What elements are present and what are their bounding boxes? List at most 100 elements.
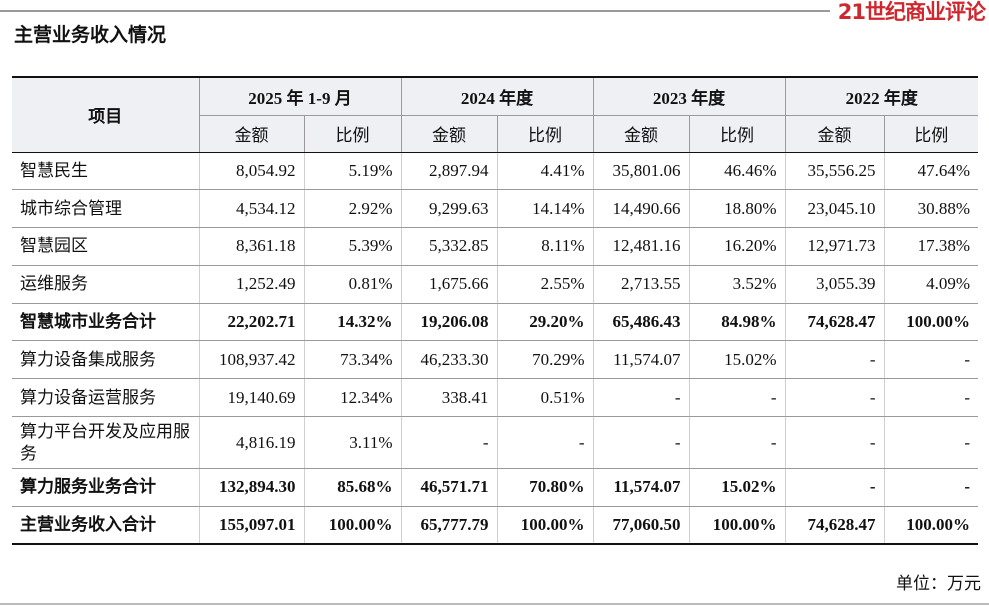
cell: 12,481.16 — [592, 227, 690, 266]
cell: 14.14% — [496, 189, 594, 229]
cell: 2.55% — [496, 265, 594, 304]
cell: 8,361.18 — [198, 227, 304, 266]
cell: 1,252.49 — [198, 265, 304, 304]
cell: 0.51% — [496, 378, 594, 418]
table-row: 城市综合管理 4,534.12 2.92% 9,299.63 14.14% 14,490.… — [12, 189, 979, 229]
cell: 73.34% — [303, 340, 402, 380]
cell: 14.32% — [303, 303, 402, 342]
table-head: 项目 2025 年 1-9 月 2024 年度 2023 年度 2022 年度 金额比… — [12, 77, 979, 153]
title: 主营业务收入情况 — [14, 24, 167, 46]
cell: 47.64% — [883, 152, 979, 191]
cell: - — [592, 378, 690, 418]
cell: 338.41 — [400, 378, 498, 418]
cell: 35,801.06 — [592, 152, 690, 191]
table-body: 智慧民生 8,054.92 5.19% 2,897.94 4.41% 35,801.06 4… — [12, 152, 979, 545]
cell: 70.29% — [496, 340, 594, 380]
table-row: 运维服务 1,252.49 0.81% 1,675.66 2.55% 2,713.55 3.… — [12, 265, 979, 304]
cell: - — [883, 416, 979, 470]
row-label: 算力设备集成服务 — [12, 340, 199, 380]
period-header: 2024 年度 — [400, 77, 594, 116]
cell: 5.19% — [303, 152, 402, 191]
cell: 29.20% — [496, 303, 594, 342]
cell: 9,299.63 — [400, 189, 498, 229]
header-row: 项目 2025 年 1-9 月 2024 年度 2023 年度 2022 年度 — [12, 77, 979, 153]
cell: 65,486.43 — [592, 303, 690, 342]
cell: 35,556.25 — [784, 152, 885, 191]
table-row: 智慧民生 8,054.92 5.19% 2,897.94 4.41% 35,801.06 4… — [12, 152, 979, 191]
cell: - — [784, 468, 885, 507]
cell: 1,675.66 — [400, 265, 498, 304]
cell: 85.68% — [303, 468, 402, 507]
row-label: 智慧民生 — [12, 152, 199, 191]
cell: 22,202.71 — [198, 303, 304, 342]
cell: 0.81% — [303, 265, 402, 304]
bottom-rule — [0, 603, 989, 605]
cell: 100.00% — [883, 506, 979, 545]
cell: 23,045.10 — [784, 189, 885, 229]
cell: - — [592, 416, 690, 470]
cell: 14,490.66 — [592, 189, 690, 229]
cell: 8,054.92 — [198, 152, 304, 191]
cell: 84.98% — [688, 303, 786, 342]
cell: 19,140.69 — [198, 378, 304, 418]
column-header: 金额 — [592, 115, 690, 153]
cell: 155,097.01 — [198, 506, 304, 545]
cell: 70.80% — [496, 468, 594, 507]
cell: 132,894.30 — [198, 468, 304, 507]
row-label: 主营业务收入合计 — [12, 506, 199, 545]
cell: 12,971.73 — [784, 227, 885, 266]
table-row: 智慧园区 8,361.18 5.39% 5,332.85 8.11% 12,481.16 1… — [12, 227, 979, 266]
cell: 8.11% — [496, 227, 594, 266]
cell: - — [784, 378, 885, 418]
cell: 74,628.47 — [784, 506, 885, 545]
cell: 65,777.79 — [400, 506, 498, 545]
cell: 4.09% — [883, 265, 979, 304]
cell: 3.11% — [303, 416, 402, 470]
cell: 100.00% — [303, 506, 402, 545]
revenue-table: 项目 2025 年 1-9 月 2024 年度 2023 年度 2022 年度 金额比… — [12, 76, 979, 546]
cell: 17.38% — [883, 227, 979, 266]
cell: 4,816.19 — [198, 416, 304, 470]
row-label: 智慧园区 — [12, 227, 199, 266]
cell: 15.02% — [688, 468, 786, 507]
subheader-row: 金额 比例 金额 比例 金额 比例 金额 比例 — [12, 115, 979, 153]
row-label: 智慧城市业务合计 — [12, 303, 199, 342]
cell: - — [883, 378, 979, 418]
cell: 46,571.71 — [400, 468, 498, 507]
cell: 4,534.12 — [198, 189, 304, 229]
column-header: 比例 — [303, 115, 402, 153]
cell: 3,055.39 — [784, 265, 885, 304]
cell: 11,574.07 — [592, 340, 690, 380]
cell: 30.88% — [883, 189, 979, 229]
cell: - — [400, 416, 498, 470]
cell: 100.00% — [496, 506, 594, 545]
cell: 100.00% — [883, 303, 979, 342]
row-label: 城市综合管理 — [12, 189, 199, 229]
cell: - — [784, 340, 885, 380]
table-row: 算力服务业务合计 132,894.30 85.68% 46,571.71 70.80% 1… — [12, 468, 979, 507]
period-header: 2025 年 1-9 月 — [198, 77, 402, 116]
column-header: 比例 — [496, 115, 594, 153]
column-header: 金额 — [198, 115, 304, 153]
cell: 5,332.85 — [400, 227, 498, 266]
unit-note: 单位：万元 — [896, 574, 981, 593]
logo: 21世纪商业评论 — [837, 0, 986, 24]
column-header: 金额 — [784, 115, 885, 153]
cell: 2,713.55 — [592, 265, 690, 304]
table-row: 主营业务收入合计 155,097.01 100.00% 65,777.79 100.00… — [12, 506, 979, 545]
cell: 11,574.07 — [592, 468, 690, 507]
cell: - — [883, 340, 979, 380]
cell: - — [496, 416, 594, 470]
cell: 15.02% — [688, 340, 786, 380]
cell: 18.80% — [688, 189, 786, 229]
cell: 12.34% — [303, 378, 402, 418]
column-header: 金额 — [400, 115, 498, 153]
period-header: 2023 年度 — [592, 77, 786, 116]
row-label: 算力设备运营服务 — [12, 378, 199, 418]
top-rule — [0, 10, 830, 12]
row-label: 运维服务 — [12, 265, 199, 304]
cell: - — [688, 416, 786, 470]
table-row: 算力平台开发及应用服务 4,816.19 3.11% - - - - - - — [12, 416, 979, 470]
cell: 46,233.30 — [400, 340, 498, 380]
